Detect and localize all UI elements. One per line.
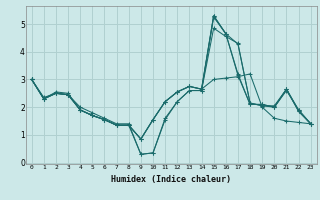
X-axis label: Humidex (Indice chaleur): Humidex (Indice chaleur) [111, 175, 231, 184]
